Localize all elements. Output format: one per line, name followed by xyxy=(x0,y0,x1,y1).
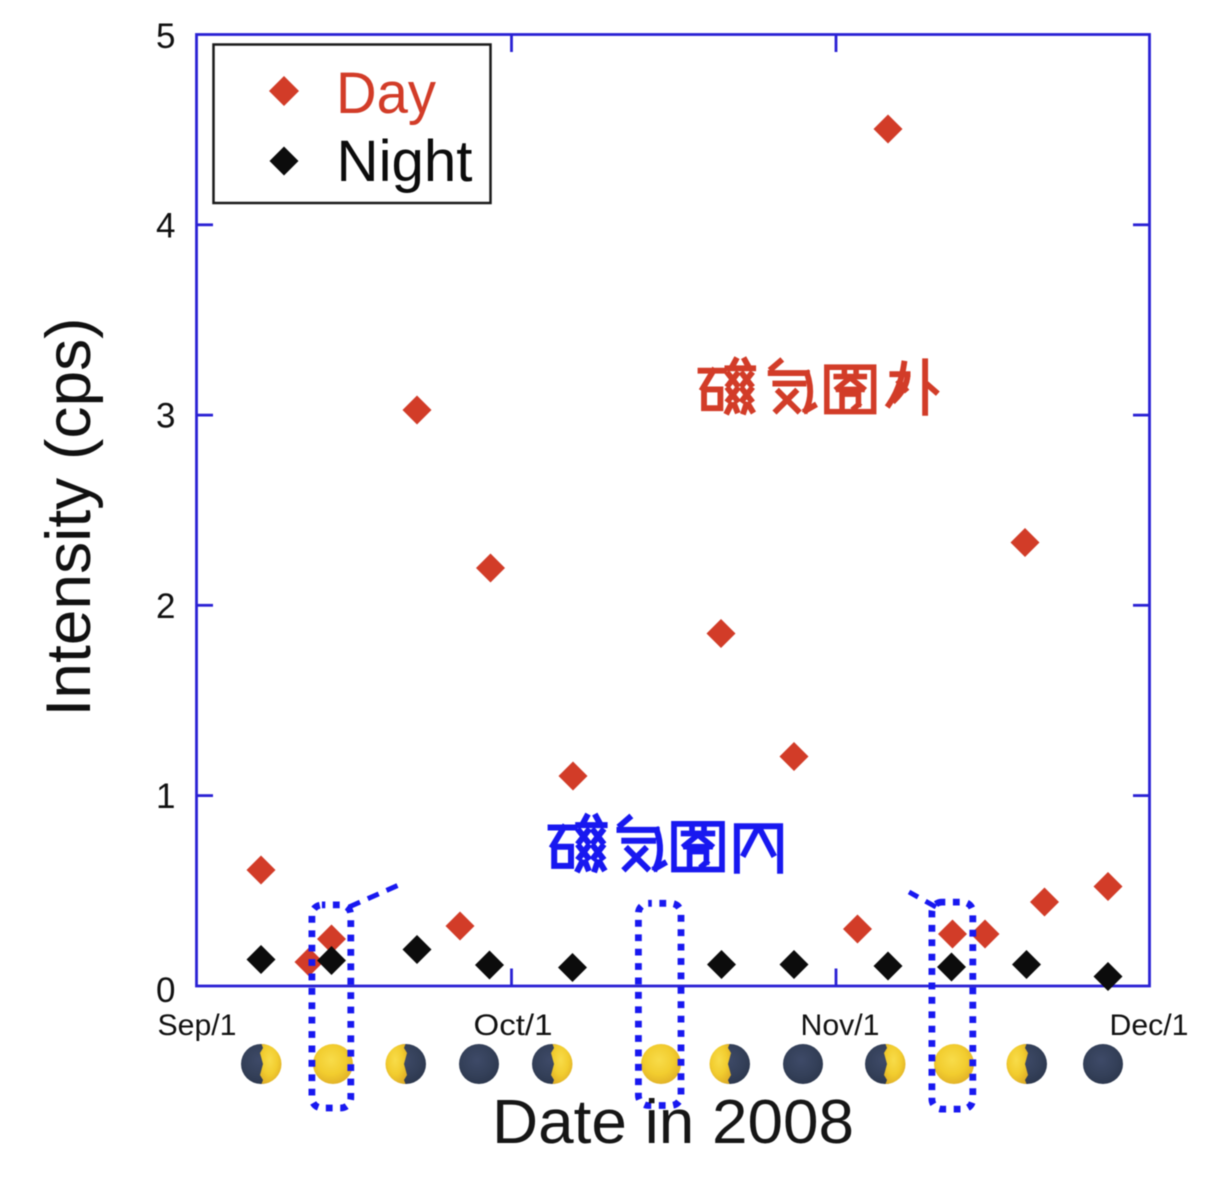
svg-text:1: 1 xyxy=(156,777,175,816)
svg-text:Oct/1: Oct/1 xyxy=(474,1009,553,1042)
svg-text:2: 2 xyxy=(156,587,175,626)
svg-text:Date in 2008: Date in 2008 xyxy=(492,1088,854,1157)
svg-text:Sep/1: Sep/1 xyxy=(158,1009,237,1042)
svg-text:5: 5 xyxy=(156,17,175,56)
svg-text:3: 3 xyxy=(156,397,175,436)
svg-text:Night: Night xyxy=(337,129,473,194)
svg-text:Nov/1: Nov/1 xyxy=(801,1009,880,1042)
svg-text:4: 4 xyxy=(156,206,175,245)
svg-text:Dec/1: Dec/1 xyxy=(1110,1009,1189,1042)
svg-text:Intensity (cps): Intensity (cps) xyxy=(34,318,104,717)
svg-text:0: 0 xyxy=(156,971,175,1010)
svg-text:Day: Day xyxy=(336,61,436,126)
